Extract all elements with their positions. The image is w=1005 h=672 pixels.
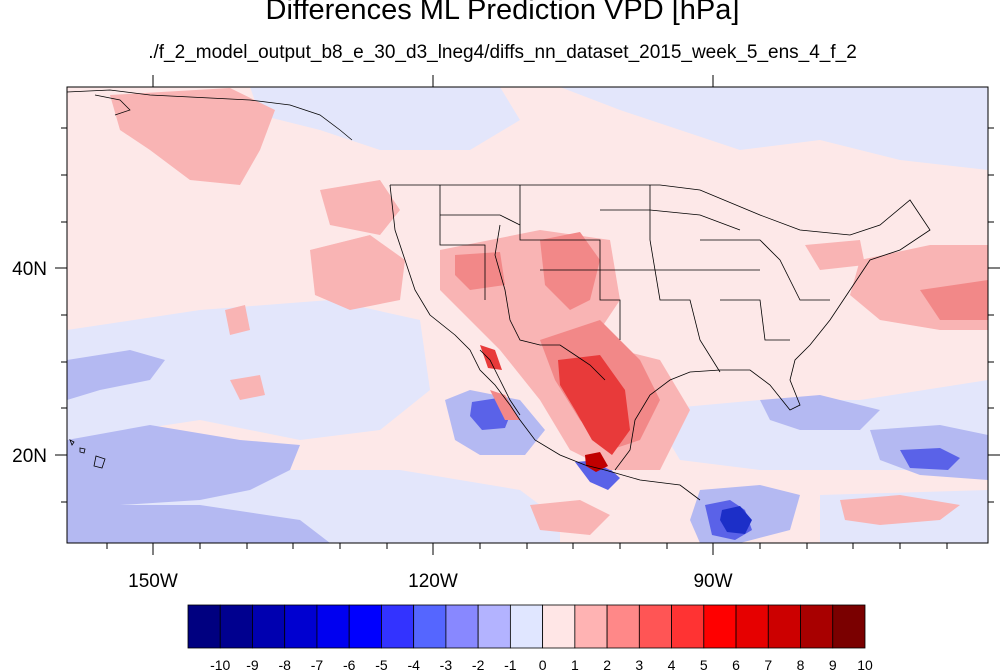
colorbar-label: 1: [571, 657, 579, 672]
map-subtitle: ./f_2_model_output_b8_e_30_d3_lneg4/diff…: [148, 42, 857, 63]
colorbar-swatch: [671, 604, 705, 649]
colorbar-label: 6: [732, 657, 740, 672]
alaska-coast: [67, 89, 353, 141]
colorbar-swatch: [348, 604, 382, 649]
colorbar-swatch: [509, 604, 544, 649]
colorbar-swatch: [477, 604, 511, 649]
navy-regions: [720, 506, 752, 534]
colorbar-label: 0: [539, 657, 547, 672]
colorbar-label: 7: [764, 657, 772, 672]
deep-red-regions: [585, 452, 608, 472]
lon-label-150w: 150W: [128, 571, 178, 592]
strong-red-regions: [480, 345, 630, 455]
colorbar-swatch: [638, 604, 672, 649]
colorbar-swatch: [381, 604, 415, 649]
colorbar-label: 3: [635, 657, 643, 672]
colorbar-swatch: [832, 604, 866, 649]
colorbar-swatch: [574, 604, 608, 649]
colorbar-label: -10: [210, 657, 230, 672]
lat-label-40n: 40N: [12, 259, 47, 280]
lon-label-120w: 120W: [408, 571, 458, 592]
colorbar-label: -8: [278, 657, 291, 672]
colorbar-label: 2: [603, 657, 611, 672]
map-title: Differences ML Prediction VPD [hPa]: [265, 0, 740, 26]
colorbar-label: -4: [407, 657, 420, 672]
lat-label-20n: 20N: [12, 446, 47, 467]
colorbar-label: 4: [668, 657, 676, 672]
lon-label-90w: 90W: [693, 571, 732, 592]
colorbar-swatch: [413, 604, 447, 649]
colorbar-swatch: [703, 604, 737, 649]
colorbar-label: -9: [246, 657, 259, 672]
colorbar-swatch: [735, 604, 769, 649]
colorbar-swatch: [284, 604, 318, 649]
colorbar-label: -1: [504, 657, 517, 672]
axis-ticks: [55, 75, 1000, 555]
hawaii-islands: [69, 439, 106, 469]
colorbar-label: 10: [857, 657, 873, 672]
colorbar-label: -3: [440, 657, 453, 672]
colorbar-swatch: [187, 604, 221, 649]
colorbar-label: -5: [375, 657, 388, 672]
colorbar-label: 8: [797, 657, 805, 672]
colorbar-swatch: [542, 604, 576, 649]
colorbar-label: 5: [700, 657, 708, 672]
colorbar-swatch: [767, 604, 801, 649]
colorbar-swatch: [219, 604, 253, 649]
colorbar-label: 9: [829, 657, 837, 672]
colorbar: -10 -9 -8 -7 -6 -5 -4 -3 -2 -1 0 1 2 3 4 5 6 7 8 9 10: [187, 604, 873, 672]
colorbar-swatch: [606, 604, 640, 649]
colorbar-swatch: [445, 604, 479, 649]
colorbar-swatch: [252, 604, 286, 649]
colorbar-swatch: [800, 604, 834, 649]
map-panel: [67, 87, 988, 543]
colorbar-label: -7: [311, 657, 324, 672]
colorbar-label: -2: [472, 657, 485, 672]
colorbar-swatch: [316, 604, 350, 649]
colorbar-label: -6: [343, 657, 356, 672]
coastlines: [389, 184, 931, 501]
